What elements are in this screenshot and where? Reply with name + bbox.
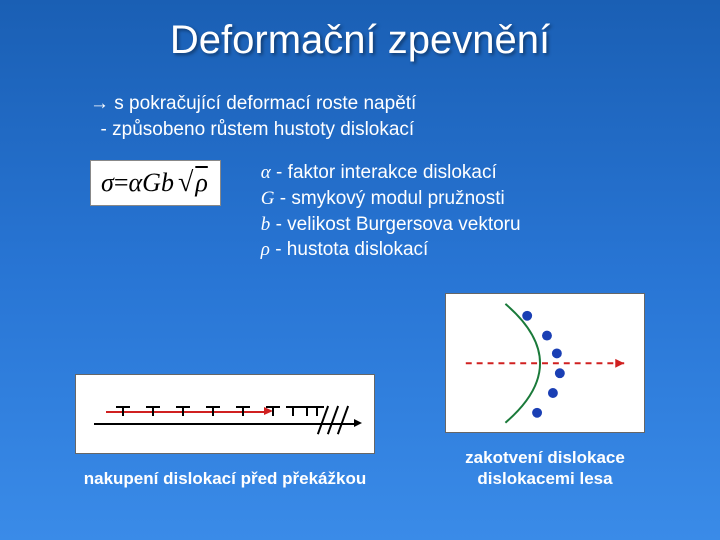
dislocation-icon [176,406,190,420]
legend-sym-b: b [261,214,271,235]
forest-node-icon [552,348,562,358]
forest-node-icon [522,311,532,321]
sym-G: G [142,168,161,198]
forest-node-icon [555,368,565,378]
right-diagram-svg [446,294,644,433]
left-diagram-col: nakupení dislokací před překážkou [75,374,375,489]
bullet-1: → s pokračující deformací roste napětí [90,91,720,117]
legend-line-4: ρ - hustota dislokací [261,237,521,263]
sym-rho: ρ [193,168,209,198]
dislocation-icon [206,406,220,420]
bullet-list: → s pokračující deformací roste napětí -… [90,91,720,142]
legend-line-1: α - faktor interakce dislokací [261,160,521,186]
legend-line-3: b - velikost Burgersova vektoru [261,212,521,238]
dislocation-icon [116,406,130,420]
legend-txt-1: - faktor interakce dislokací [271,162,497,183]
legend-sym-rho: ρ [261,239,270,260]
dislocation-icon [286,406,300,420]
sym-b: b [161,168,174,198]
right-diagram-col: zakotvení dislokace dislokacemi lesa [445,293,645,490]
legend-txt-3: - velikost Burgersova vektoru [270,214,520,235]
forest-node-icon [532,408,542,418]
dislocation-icon [146,406,160,420]
legend-line-2: G - smykový modul pružnosti [261,186,521,212]
right-caption-1: zakotvení dislokace [465,448,625,467]
sqrt-icon: √ [178,167,193,199]
legend-block: α - faktor interakce dislokací G - smyko… [261,160,521,263]
legend-txt-4: - hustota dislokací [270,239,428,260]
sym-alpha: α [129,168,143,198]
axis-line [94,423,356,425]
left-diagram [75,374,375,454]
legend-sym-alpha: α [261,162,271,183]
dashed-arrow-icon [615,359,624,368]
left-caption: nakupení dislokací před překážkou [84,468,366,489]
bullet-2: - způsobeno růstem hustoty dislokací [90,117,720,143]
forest-node-icon [548,388,558,398]
right-caption-2: dislokacemi lesa [477,469,612,488]
diagram-row: nakupení dislokací před překážkou zakotv… [0,293,720,490]
sym-sigma: σ [101,168,114,198]
formula-row: σ = α G b √ ρ α - faktor interakce dislo… [90,160,720,263]
legend-txt-2: - smykový modul pružnosti [275,188,505,209]
right-caption: zakotvení dislokace dislokacemi lesa [465,447,625,490]
forest-nodes [522,311,565,418]
barrier-slash [337,406,349,435]
formula-box: σ = α G b √ ρ [90,160,221,206]
forest-node-icon [542,330,552,340]
axis-arrow-icon [354,419,362,427]
dislocation-icon [236,406,250,420]
slide-title: Deformační zpevnění [0,0,720,63]
dislocation-icon [266,406,280,420]
right-diagram [445,293,645,433]
sym-eq: = [114,168,129,198]
legend-sym-g: G [261,188,275,209]
barrier-slash [327,406,339,435]
